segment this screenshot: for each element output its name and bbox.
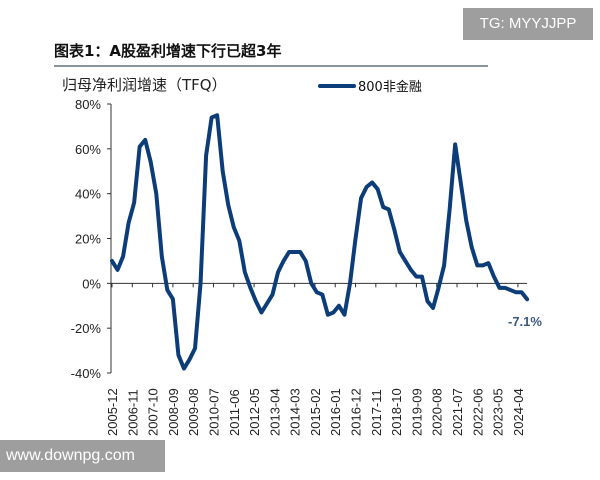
title-divider [54, 65, 488, 67]
x-tick-label: 2023-05 [491, 388, 506, 436]
x-tick-label: 2007-10 [146, 388, 161, 436]
x-tick-label: 2014-03 [288, 388, 303, 436]
x-tick-label: 2018-10 [389, 388, 404, 436]
x-tick-label: 2006-11 [125, 389, 140, 436]
series-line-800 [110, 113, 530, 371]
last-value-annotation: -7.1% [508, 314, 542, 329]
x-tick-label: 2008-09 [166, 388, 181, 436]
y-tick-label: -20% [71, 321, 102, 336]
legend-swatch [318, 83, 356, 88]
x-tick-label: 2009-08 [186, 388, 201, 436]
chart-title: 图表1：A股盈利增速下行已超3年 [54, 42, 282, 60]
x-tick-label: 2024-04 [511, 388, 526, 436]
y-tick-label: 60% [75, 142, 101, 157]
y-tick-label: 40% [75, 187, 101, 202]
x-tick-label: 2011-06 [227, 389, 242, 436]
y-tick-label: 20% [75, 232, 101, 247]
x-tick-label: 2010-07 [206, 388, 221, 436]
x-tick-label: 2022-06 [470, 388, 485, 436]
y-axis-title: 归母净利润增速（TFQ） [62, 76, 227, 94]
x-tick-label: 2005-12 [105, 388, 120, 436]
y-tick-label: -40% [71, 366, 102, 381]
y-tick-label: 0% [82, 276, 101, 291]
x-tick-label: 2020-08 [430, 388, 445, 436]
watermark-tg: TG: MYYJJPP [463, 8, 593, 40]
x-tick-label: 2015-02 [308, 388, 323, 436]
x-tick-label: 2021-07 [450, 388, 465, 436]
x-tick-label: 2013-04 [267, 388, 282, 436]
x-tick-label: 2012-05 [247, 388, 262, 436]
x-tick-label: 2016-01 [328, 388, 343, 436]
legend: 800非金融 [318, 76, 422, 95]
y-tick-label: 80% [75, 97, 101, 112]
legend-label: 800非金融 [358, 80, 422, 95]
x-tick-label: 2016-12 [349, 388, 364, 436]
x-tick-label: 2019-09 [409, 388, 424, 436]
x-tick-label: 2017-11 [369, 389, 384, 436]
watermark-website: www.downpg.com [0, 440, 165, 472]
